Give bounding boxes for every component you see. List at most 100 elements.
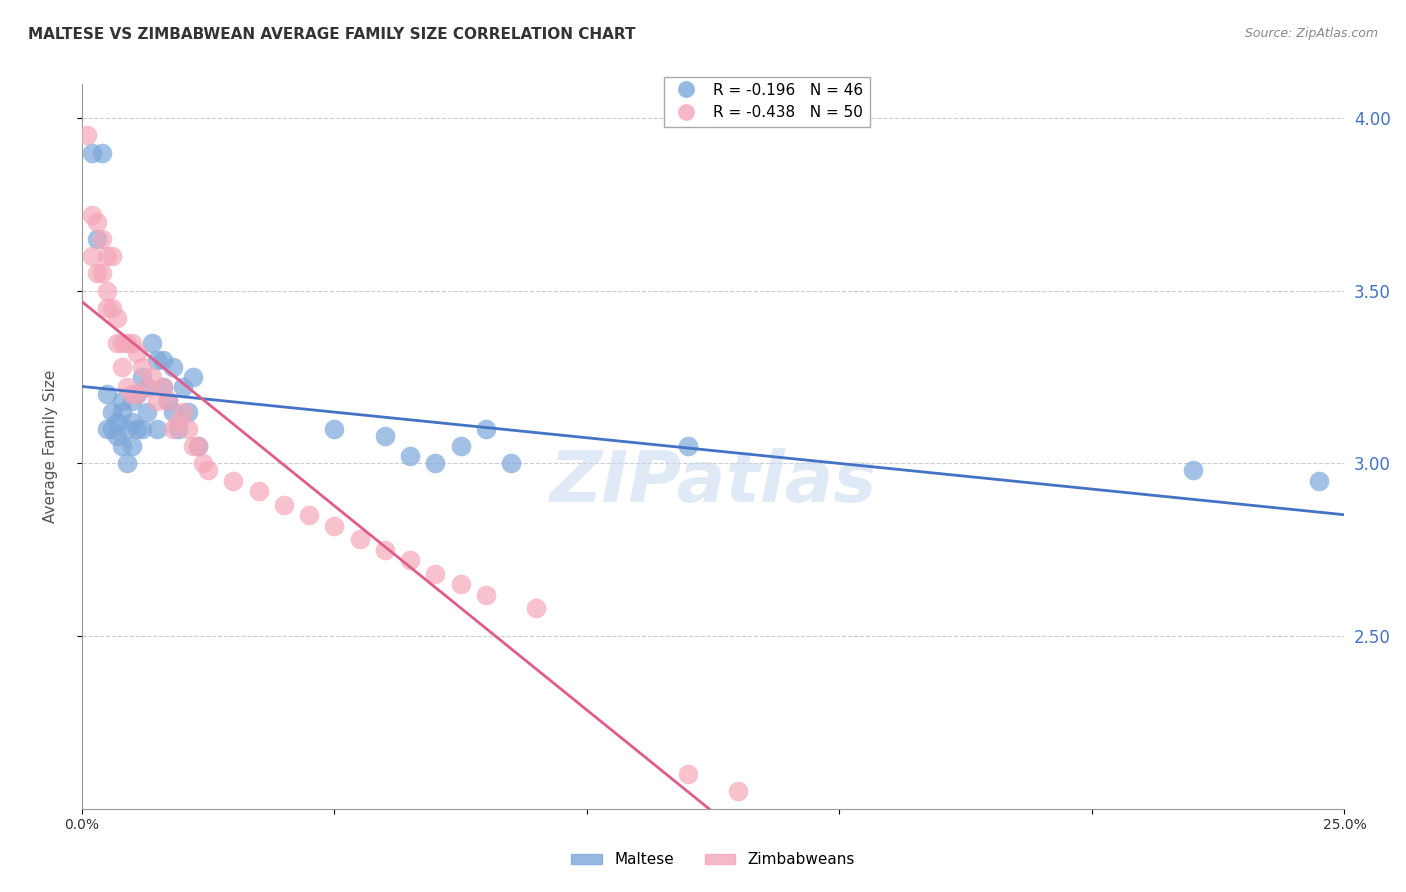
Maltese [181, 370, 204, 384]
Maltese [172, 380, 194, 394]
Zimbabweans [450, 577, 472, 591]
Zimbabweans [374, 542, 396, 557]
Zimbabweans [676, 767, 699, 781]
Maltese [111, 394, 134, 409]
Maltese [111, 439, 134, 453]
Maltese [187, 439, 209, 453]
Maltese [86, 232, 108, 246]
Maltese [121, 415, 143, 429]
Y-axis label: Average Family Size: Average Family Size [44, 369, 58, 523]
Zimbabweans [101, 301, 124, 315]
Zimbabweans [90, 267, 112, 281]
Zimbabweans [323, 518, 346, 533]
Maltese [450, 439, 472, 453]
Text: MALTESE VS ZIMBABWEAN AVERAGE FAMILY SIZE CORRELATION CHART: MALTESE VS ZIMBABWEAN AVERAGE FAMILY SIZ… [28, 27, 636, 42]
Zimbabweans [90, 232, 112, 246]
Maltese [90, 145, 112, 160]
Zimbabweans [425, 566, 447, 581]
Maltese [131, 370, 153, 384]
Maltese [499, 456, 522, 470]
Zimbabweans [197, 463, 219, 477]
Maltese [146, 352, 169, 367]
Maltese [101, 404, 124, 418]
Maltese [131, 422, 153, 436]
Zimbabweans [80, 249, 103, 263]
Zimbabweans [187, 439, 209, 453]
Maltese [96, 422, 118, 436]
Zimbabweans [141, 370, 163, 384]
Zimbabweans [80, 208, 103, 222]
Zimbabweans [298, 508, 321, 523]
Zimbabweans [121, 387, 143, 401]
Zimbabweans [727, 784, 749, 798]
Maltese [162, 359, 184, 374]
Zimbabweans [136, 380, 159, 394]
Zimbabweans [222, 474, 245, 488]
Zimbabweans [162, 422, 184, 436]
Zimbabweans [131, 359, 153, 374]
Maltese [127, 422, 149, 436]
Maltese [374, 429, 396, 443]
Zimbabweans [96, 301, 118, 315]
Maltese [399, 450, 422, 464]
Zimbabweans [273, 498, 295, 512]
Zimbabweans [76, 128, 98, 143]
Maltese [141, 335, 163, 350]
Maltese [121, 439, 143, 453]
Zimbabweans [96, 249, 118, 263]
Zimbabweans [172, 404, 194, 418]
Maltese [152, 380, 174, 394]
Maltese [177, 404, 200, 418]
Zimbabweans [111, 359, 134, 374]
Maltese [115, 456, 138, 470]
Maltese [152, 352, 174, 367]
Zimbabweans [127, 346, 149, 360]
Maltese [101, 422, 124, 436]
Maltese [136, 404, 159, 418]
Maltese [1181, 463, 1204, 477]
Maltese [121, 394, 143, 409]
Maltese [676, 439, 699, 453]
Text: ZIPatlas: ZIPatlas [550, 448, 877, 516]
Zimbabweans [166, 415, 188, 429]
Maltese [156, 394, 179, 409]
Maltese [146, 422, 169, 436]
Zimbabweans [115, 335, 138, 350]
Legend: R = -0.196   N = 46, R = -0.438   N = 50: R = -0.196 N = 46, R = -0.438 N = 50 [665, 77, 869, 127]
Zimbabweans [247, 483, 270, 498]
Zimbabweans [101, 249, 124, 263]
Maltese [115, 422, 138, 436]
Maltese [475, 422, 498, 436]
Zimbabweans [86, 214, 108, 228]
Maltese [136, 380, 159, 394]
Text: Source: ZipAtlas.com: Source: ZipAtlas.com [1244, 27, 1378, 40]
Zimbabweans [96, 284, 118, 298]
Maltese [111, 404, 134, 418]
Zimbabweans [111, 335, 134, 350]
Maltese [80, 145, 103, 160]
Zimbabweans [156, 394, 179, 409]
Maltese [166, 422, 188, 436]
Maltese [425, 456, 447, 470]
Zimbabweans [105, 311, 128, 326]
Zimbabweans [152, 380, 174, 394]
Maltese [96, 387, 118, 401]
Zimbabweans [191, 456, 214, 470]
Maltese [127, 387, 149, 401]
Zimbabweans [475, 588, 498, 602]
Maltese [105, 429, 128, 443]
Zimbabweans [127, 387, 149, 401]
Zimbabweans [177, 422, 200, 436]
Zimbabweans [524, 601, 547, 615]
Zimbabweans [181, 439, 204, 453]
Zimbabweans [115, 380, 138, 394]
Maltese [105, 415, 128, 429]
Zimbabweans [86, 267, 108, 281]
Zimbabweans [105, 335, 128, 350]
Zimbabweans [146, 394, 169, 409]
Maltese [1308, 474, 1330, 488]
Maltese [162, 404, 184, 418]
Zimbabweans [399, 553, 422, 567]
Zimbabweans [349, 533, 371, 547]
Zimbabweans [121, 335, 143, 350]
